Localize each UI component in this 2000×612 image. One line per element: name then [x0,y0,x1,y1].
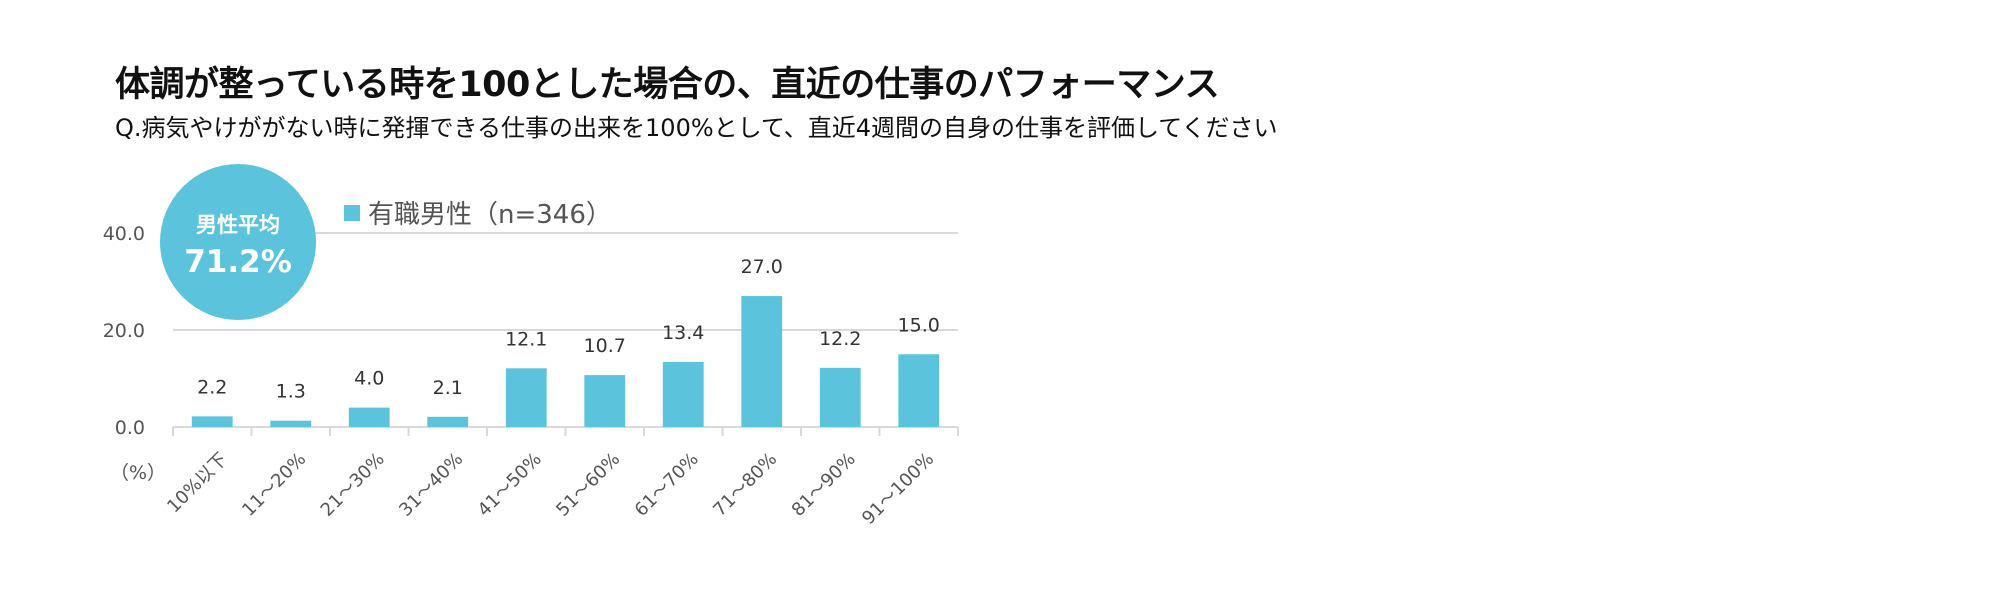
male-legend-label: 有職男性（n=346） [368,200,612,230]
chart-male: 0.020.040.02.210%以下1.311～20%4.021～30%2.1… [103,164,959,529]
male-ytick-label: 40.0 [103,223,145,245]
male-data-label: 4.0 [354,368,384,390]
male-bar [505,368,547,427]
male-data-label: 27.0 [741,256,783,278]
male-data-label: 1.3 [276,381,306,403]
male-legend-swatch [344,205,360,221]
male-data-label: 2.2 [197,376,227,398]
male-bar [819,367,861,427]
page-subtitle: Q.病気やけががない時に発揮できる仕事の出来を100%として、直近4週間の自身の… [115,114,1278,142]
male-bar [348,407,390,427]
male-data-label: 12.1 [505,328,547,350]
male-ytick-label: 0.0 [115,417,145,439]
male-bar [584,375,626,427]
male-bar [898,354,940,427]
male-average-badge [160,164,316,320]
male-data-label: 2.1 [433,377,463,399]
male-ytick-label: 20.0 [103,320,145,342]
chart-female: 0.020.040.02.110%以下1.611～20%2.221～30%3.0… [0,0,1000,612]
male-bar [191,416,233,427]
male-data-label: 15.0 [898,314,940,336]
male-bar [270,420,312,427]
male-bar [662,362,704,427]
male-average-badge-value: 71.2% [184,244,292,280]
male-data-label: 13.4 [662,322,704,344]
male-bar [741,296,783,427]
page-title: 体調が整っている時を100とした場合の、直近の仕事のパフォーマンス [115,65,1220,105]
male-data-label: 12.2 [819,328,861,350]
male-unit-label: （%） [110,462,166,484]
male-bar [427,416,469,427]
male-average-badge-label: 男性平均 [196,213,280,237]
male-data-label: 10.7 [584,335,626,357]
